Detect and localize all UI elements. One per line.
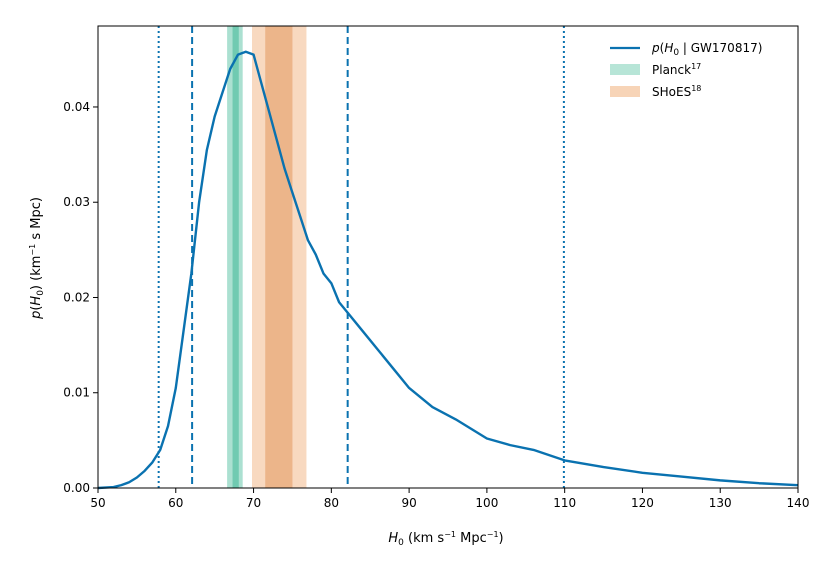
band-shoes-inner [265,26,293,488]
legend-shoes-swatch [610,86,640,97]
y-tick-label: 0.01 [63,386,90,400]
x-tick-label: 110 [553,496,576,510]
legend-planck-swatch [610,64,640,75]
plot-frame [97,25,799,489]
bands-layer [227,26,307,488]
x-tick-label: 120 [631,496,654,510]
x-tick-label: 60 [168,496,183,510]
y-axis: 0.00 0.01 0.02 0.03 0.04 [63,100,98,495]
x-tick-label: 140 [787,496,810,510]
y-tick-label: 0.04 [63,100,90,114]
legend-label-shoes: SHoES18 [652,84,701,99]
legend-label-posterior: p(H0 | GW170817) [651,41,762,58]
x-tick-label: 130 [709,496,732,510]
x-tick-label: 70 [246,496,261,510]
y-tick-label: 0.03 [63,195,90,209]
x-tick-label: 80 [324,496,339,510]
series-layer [97,50,799,490]
legend: p(H0 | GW170817) Planck17 SHoES18 [610,41,762,99]
y-axis-label: p(H0) (km−1 s Mpc) [28,197,46,320]
y-tick-label: 0.02 [63,290,90,304]
x-axis-label: H0 (km s−1 Mpc−1) [388,530,503,548]
y-tick-label: 0.00 [63,481,90,495]
legend-label-planck: Planck17 [652,62,701,77]
x-axis: 50 60 70 80 90 100 110 120 130 140 [90,488,809,510]
band-planck-inner [232,26,239,488]
posterior-line [97,50,799,490]
x-tick-label: 90 [401,496,416,510]
x-tick-label: 50 [90,496,105,510]
x-tick-label: 100 [475,496,498,510]
